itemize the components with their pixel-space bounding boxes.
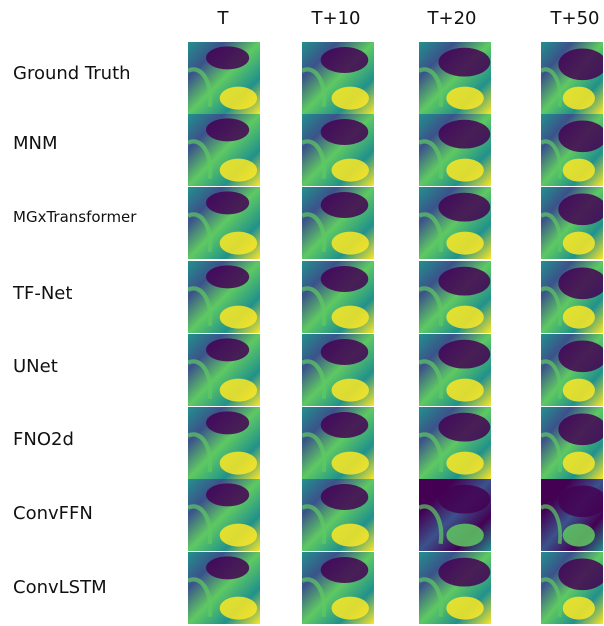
snapshot-tile (541, 187, 603, 259)
column-header-t10: T+10 (311, 8, 361, 29)
snapshot-tile (188, 407, 260, 479)
snapshot-tile (188, 261, 260, 333)
snapshot-tile (419, 479, 491, 551)
column-header-t50: T+50 (550, 8, 600, 29)
snapshot-tile (541, 407, 603, 479)
row-label-convffn: ConvFFN (13, 503, 93, 524)
snapshot-tile (302, 42, 374, 114)
snapshot-tile (188, 187, 260, 259)
snapshot-tile (302, 407, 374, 479)
snapshot-tile (419, 407, 491, 479)
snapshot-tile (302, 261, 374, 333)
snapshot-tile (541, 552, 603, 624)
column-header-t: T (217, 8, 229, 29)
snapshot-tile (188, 552, 260, 624)
snapshot-tile (302, 114, 374, 186)
row-label-mnm: MNM (13, 133, 58, 154)
row-label-fno2d: FNO2d (13, 429, 74, 450)
snapshot-tile (302, 479, 374, 551)
snapshot-tile (188, 42, 260, 114)
snapshot-tile (419, 42, 491, 114)
snapshot-tile (302, 552, 374, 624)
snapshot-tile (302, 187, 374, 259)
row-label-mgxtransformer: MGxTransformer (13, 208, 137, 226)
row-label-unet: UNet (13, 356, 58, 377)
snapshot-tile (188, 479, 260, 551)
snapshot-tile (188, 334, 260, 406)
snapshot-tile (302, 334, 374, 406)
snapshot-tile (419, 334, 491, 406)
snapshot-tile (419, 552, 491, 624)
snapshot-tile (541, 261, 603, 333)
snapshot-tile (419, 261, 491, 333)
row-label-convlstm: ConvLSTM (13, 577, 107, 598)
column-header-t20: T+20 (427, 8, 477, 29)
snapshot-tile (541, 479, 603, 551)
snapshot-tile (541, 114, 603, 186)
snapshot-tile (419, 114, 491, 186)
row-label-tf-net: TF-Net (13, 283, 73, 304)
snapshot-tile (188, 114, 260, 186)
snapshot-tile (541, 334, 603, 406)
snapshot-tile (541, 42, 603, 114)
row-label-ground-truth: Ground Truth (13, 63, 131, 84)
snapshot-tile (419, 187, 491, 259)
